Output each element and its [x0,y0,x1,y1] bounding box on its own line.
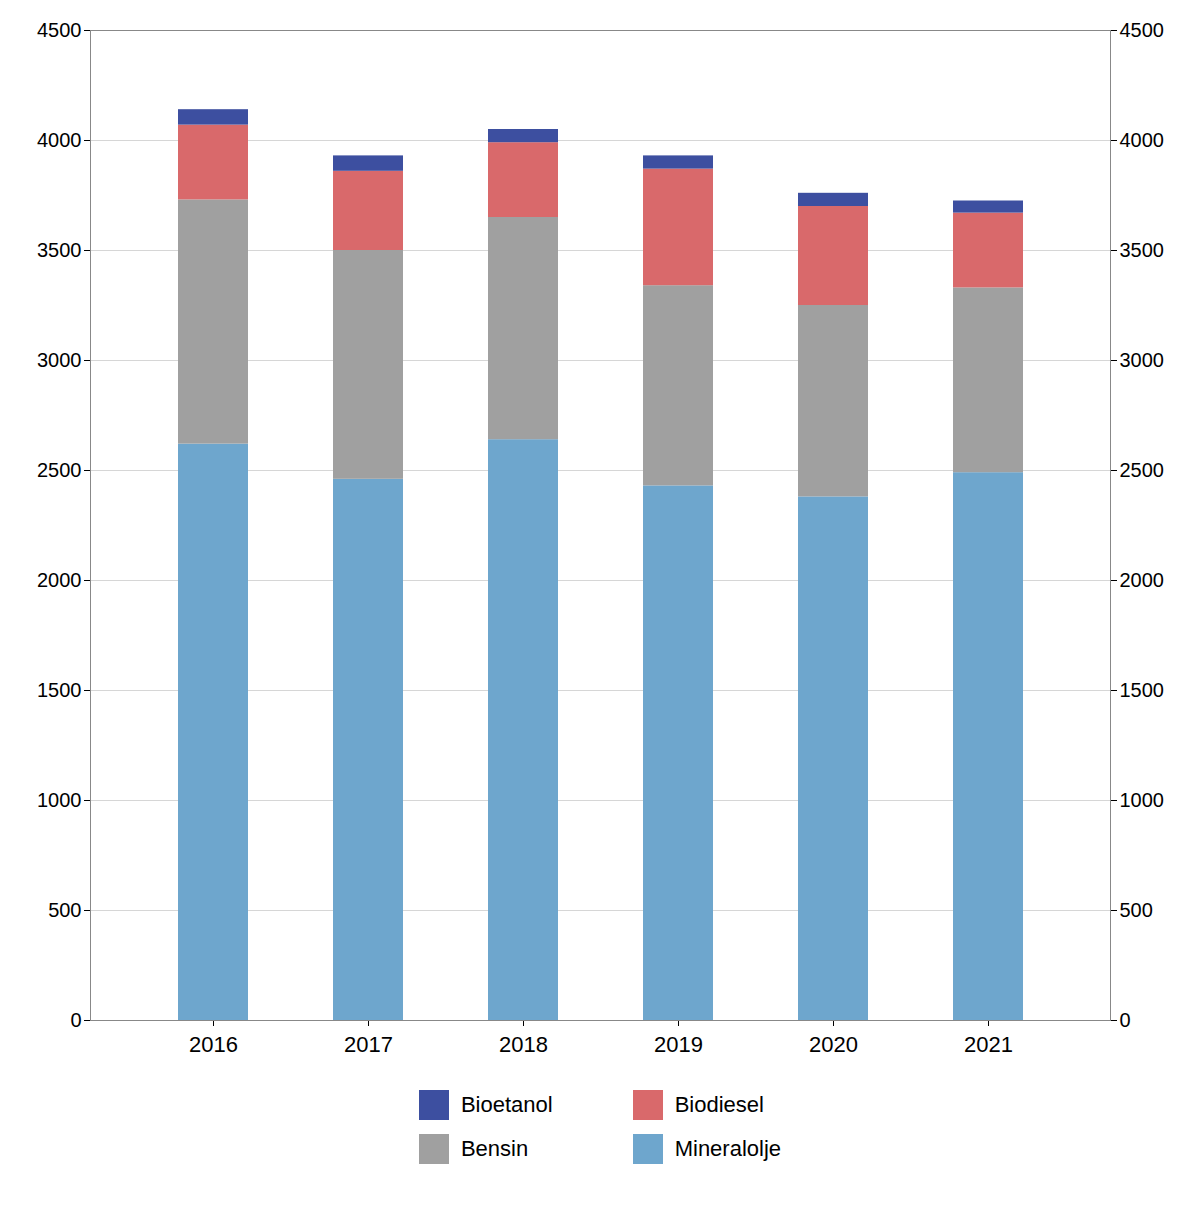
svg-text:2000: 2000 [1120,569,1165,591]
svg-text:500: 500 [48,899,81,921]
svg-text:2500: 2500 [37,459,82,481]
svg-text:2500: 2500 [1120,459,1165,481]
svg-text:0: 0 [1120,1009,1131,1031]
svg-text:1000: 1000 [1120,789,1165,811]
svg-text:3000: 3000 [37,349,82,371]
html-text:Biodiesel: Biodiesel [674,1092,764,1117]
svg-text:2016: 2016 [189,1032,238,1057]
svg-text:4000: 4000 [1120,129,1165,151]
svg-text:2020: 2020 [809,1032,858,1057]
svg-text:1500: 1500 [1120,679,1165,701]
svg-text:2017: 2017 [344,1032,393,1057]
html-text:Bensin: Bensin [460,1136,529,1161]
svg-text:2000: 2000 [37,569,82,591]
svg-text:4500: 4500 [1120,19,1165,41]
svg-text:2021: 2021 [964,1032,1013,1057]
html-text:Bioetanol: Bioetanol [460,1092,553,1117]
svg-text:2018: 2018 [499,1032,548,1057]
svg-text:3500: 3500 [1120,239,1165,261]
svg-text:500: 500 [1120,899,1153,921]
svg-text:2019: 2019 [654,1032,703,1057]
svg-text:4000: 4000 [37,129,82,151]
svg-text:0: 0 [70,1009,81,1031]
svg-text:3000: 3000 [1120,349,1165,371]
html-text:Mineralolje: Mineralolje [674,1136,782,1161]
svg-text:3500: 3500 [37,239,82,261]
svg-text:4500: 4500 [37,19,82,41]
svg-text:1500: 1500 [37,679,82,701]
svg-text:1000: 1000 [37,789,82,811]
